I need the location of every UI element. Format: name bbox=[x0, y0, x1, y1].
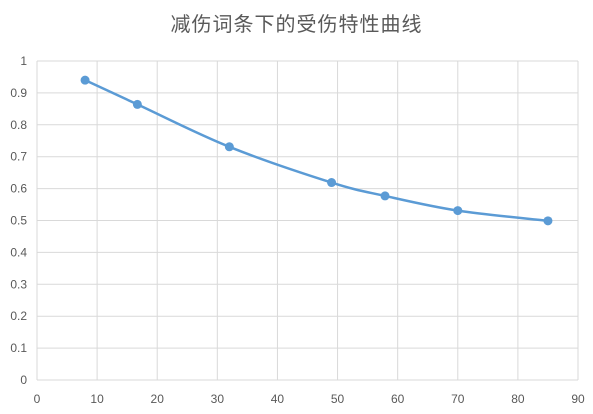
y-tick-label: 1 bbox=[20, 54, 27, 68]
data-point bbox=[543, 216, 553, 226]
x-axis: 0 10 20 30 40 50 60 70 80 90 bbox=[34, 392, 585, 406]
data-point bbox=[327, 178, 337, 188]
data-point bbox=[380, 191, 390, 201]
grid-lines bbox=[36, 60, 579, 381]
y-tick-label: 0.1 bbox=[10, 341, 27, 355]
x-tick-label: 10 bbox=[90, 392, 104, 406]
data-point bbox=[224, 142, 234, 152]
series-line bbox=[84, 79, 549, 223]
x-tick-label: 70 bbox=[451, 392, 465, 406]
x-tick-label: 30 bbox=[211, 392, 225, 406]
chart-title: 减伤词条下的受伤特性曲线 bbox=[170, 12, 423, 36]
x-tick-label: 50 bbox=[331, 392, 345, 406]
y-tick-label: 0.3 bbox=[10, 277, 27, 291]
y-tick-label: 0.6 bbox=[10, 182, 27, 196]
x-tick-label: 80 bbox=[511, 392, 525, 406]
data-point bbox=[80, 75, 90, 85]
y-tick-label: 0.5 bbox=[10, 214, 27, 228]
data-point bbox=[132, 99, 142, 109]
y-tick-label: 0.8 bbox=[10, 118, 27, 132]
x-tick-label: 20 bbox=[151, 392, 165, 406]
y-tick-label: 0 bbox=[20, 373, 27, 387]
y-tick-label: 0.9 bbox=[10, 86, 27, 100]
x-tick-label: 40 bbox=[271, 392, 285, 406]
data-point bbox=[453, 206, 463, 216]
y-tick-label: 0.4 bbox=[10, 245, 27, 259]
x-tick-label: 60 bbox=[391, 392, 405, 406]
x-tick-label: 90 bbox=[571, 392, 585, 406]
y-tick-label: 0.7 bbox=[10, 150, 27, 164]
series-layer bbox=[80, 75, 553, 226]
y-tick-label: 0.2 bbox=[10, 309, 27, 323]
y-axis: 0 0.1 0.2 0.3 0.4 0.5 0.6 0.7 0.8 0.9 1 bbox=[10, 54, 27, 387]
x-tick-label: 0 bbox=[34, 392, 41, 406]
